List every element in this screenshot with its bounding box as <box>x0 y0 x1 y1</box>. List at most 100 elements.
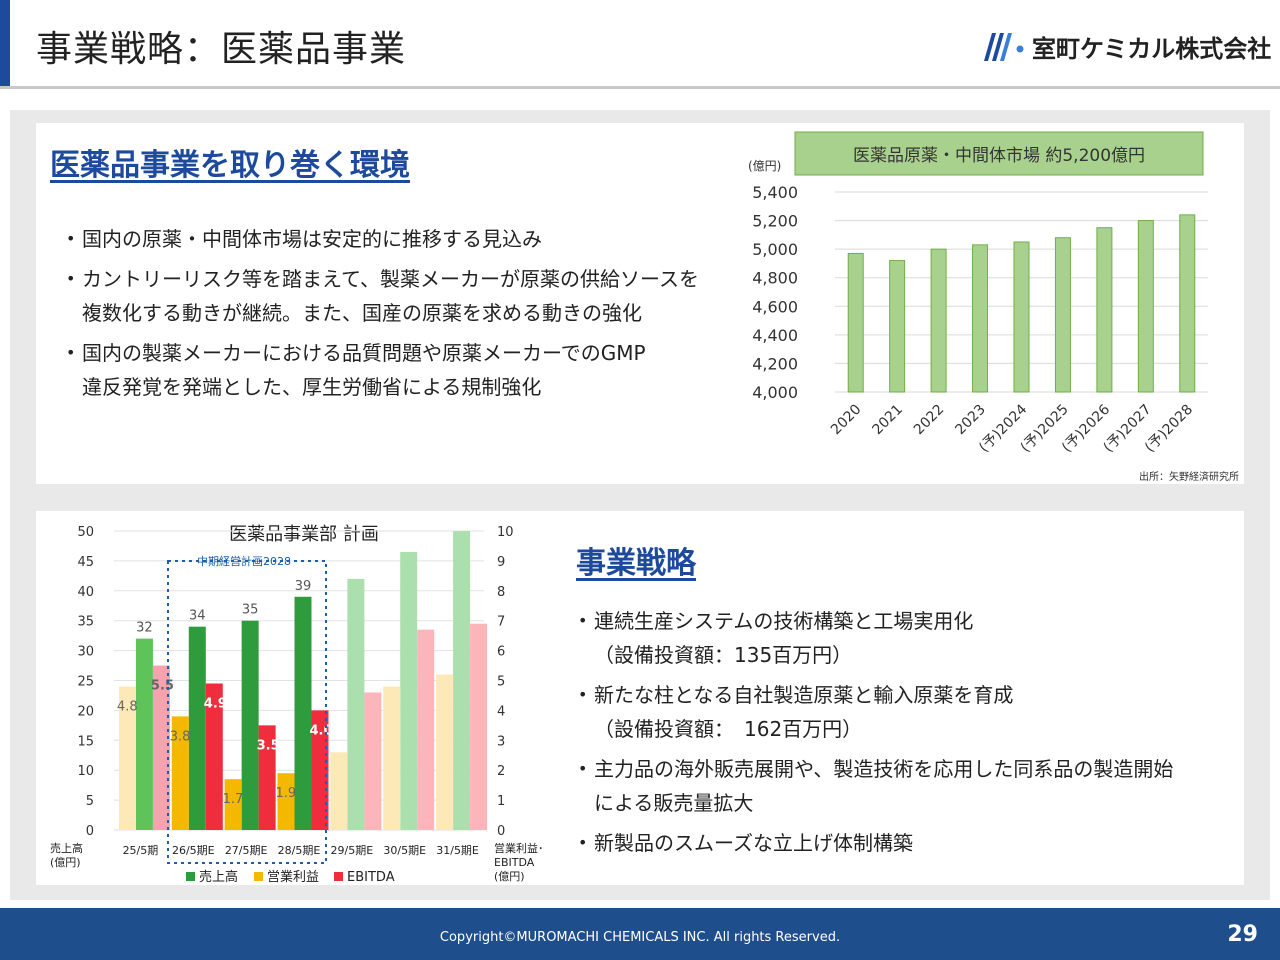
bullet-text: 新製品のスムーズな立上げ体制構築 <box>594 831 913 855</box>
page-number: 29 <box>1227 922 1258 947</box>
left-tick-label: 35 <box>77 615 94 630</box>
left-tick-label: 25 <box>77 675 94 690</box>
y-tick-label: 5,200 <box>752 212 798 231</box>
right-axis-unit: (億円) <box>494 870 525 883</box>
data-label: 4.9 <box>204 696 227 711</box>
y-tick-label: 5,000 <box>752 240 798 259</box>
left-tick-label: 5 <box>86 794 94 809</box>
header-accent-bar <box>0 0 10 88</box>
plan-bar-1 <box>118 686 136 830</box>
bullet-text-continued: 違反発覚を発端とした、厚生労働省による規制強化 <box>82 375 542 399</box>
market-bar <box>889 260 906 393</box>
market-bar <box>972 244 989 393</box>
right-tick-label: 5 <box>497 675 505 690</box>
market-bar <box>847 252 864 393</box>
bullet-text: カントリーリスク等を踏まえて、製薬メーカーが原薬の供給ソースを <box>82 267 699 291</box>
legend-label: EBITDA <box>347 870 395 885</box>
x-tick-label: 26/5期E <box>172 844 215 857</box>
market-bar <box>1179 214 1196 393</box>
copyright-text: Copyright©MUROMACHI CHEMICALS INC. All r… <box>439 930 841 945</box>
plan-chart-title: 医薬品事業部 計画 <box>229 524 379 545</box>
left-tick-label: 45 <box>77 555 94 570</box>
data-label: 1.7 <box>223 792 244 807</box>
environment-bullet-list: 国内の原薬・中間体市場は安定的に推移する見込み カントリーリスク等を踏まえて、製… <box>66 222 706 410</box>
company-name: 室町ケミカル株式会社 <box>1032 34 1272 63</box>
plan-bar-0 <box>135 638 153 830</box>
strategy-bullet: 連続生産システムの技術構築と工場実用化 （設備投資額：135百万円） <box>578 604 1238 672</box>
left-tick-label: 15 <box>77 734 94 749</box>
strategy-heading: 事業戦略 <box>576 546 696 581</box>
plan-bar-0 <box>400 551 418 830</box>
plan-bar-0 <box>453 531 471 830</box>
plan-bar-0 <box>188 626 206 830</box>
data-label: 39 <box>295 579 312 594</box>
left-tick-label: 30 <box>77 645 94 660</box>
plan-bar-0 <box>241 620 259 830</box>
right-tick-label: 7 <box>497 615 505 630</box>
right-tick-label: 0 <box>497 824 505 839</box>
right-tick-label: 4 <box>497 704 505 719</box>
plan-bar-1 <box>383 686 401 830</box>
data-label: 5.5 <box>151 679 174 694</box>
data-label: 35 <box>242 603 259 618</box>
right-tick-label: 2 <box>497 764 505 779</box>
market-bar <box>930 248 947 393</box>
market-bar <box>1013 241 1030 393</box>
market-bar <box>1137 220 1154 393</box>
y-tick-label: 4,000 <box>752 383 798 402</box>
y-tick-label: 4,400 <box>752 326 798 345</box>
market-chart-bars <box>847 214 1196 393</box>
strategy-bullet: 新たな柱となる自社製造原薬と輸入原薬を育成 （設備投資額： 162百万円） <box>578 678 1238 746</box>
market-chart-title: 医薬品原薬・中間体市場 約5,200億円 <box>853 146 1145 166</box>
left-tick-label: 10 <box>77 764 94 779</box>
plan-bar-2 <box>205 683 223 830</box>
market-bar <box>1096 227 1113 393</box>
company-logo-icon <box>984 33 1024 61</box>
market-chart-source: 出所：矢野経済研究所 <box>1139 470 1239 483</box>
mid-term-plan-box <box>167 560 327 864</box>
slide-header: 事業戦略：医薬品事業 室町ケミカル株式会社 <box>0 0 1280 89</box>
market-bar <box>1054 237 1071 393</box>
bullet-text: 新たな柱となる自社製造原薬と輸入原薬を育成 <box>594 683 1014 707</box>
mid-term-plan-label: 中期経営計画2028 <box>197 554 291 568</box>
plan-chart-x-ticks: 25/5期 26/5期E 27/5期E 28/5期E 29/5期E 30/5期E 31/5期… <box>123 844 479 857</box>
strategy-bullet: 新製品のスムーズな立上げ体制構築 <box>578 826 1238 860</box>
bullet-text-continued: （設備投資額：135百万円） <box>594 643 853 667</box>
x-tick-label: 29/5期E <box>331 844 374 857</box>
page-title: 事業戦略：医薬品事業 <box>36 29 407 70</box>
right-axis-label-ebitda: EBITDA <box>494 856 535 869</box>
right-tick-label: 8 <box>497 585 505 600</box>
bullet-text-continued: による販売量拡大 <box>594 791 754 815</box>
x-tick-label: 27/5期E <box>225 844 268 857</box>
market-chart-y-unit: (億円) <box>748 159 781 173</box>
right-axis-label: 営業利益･ <box>494 841 544 855</box>
plan-bar-2 <box>364 692 382 830</box>
plan-bar-1 <box>436 674 454 830</box>
bullet-text: 連続生産システムの技術構築と工場実用化 <box>594 609 974 633</box>
strategy-bullet: 主力品の海外販売展開や、製造技術を応用した同系品の製造開始 による販売量拡大 <box>578 752 1238 820</box>
y-tick-label: 4,200 <box>752 354 798 373</box>
header-divider <box>0 86 1280 89</box>
legend-swatch <box>186 872 195 881</box>
company-logo: 室町ケミカル株式会社 <box>982 26 1271 66</box>
data-label: 32 <box>136 621 153 636</box>
left-tick-label: 0 <box>86 824 94 839</box>
right-tick-label: 3 <box>497 734 505 749</box>
x-tick-label: 2023 <box>952 402 989 439</box>
bullet-text-continued: （設備投資額： 162百万円） <box>594 717 863 741</box>
left-tick-label: 40 <box>77 585 94 600</box>
legend-label: 営業利益 <box>267 869 319 885</box>
y-tick-label: 5,400 <box>752 183 798 202</box>
data-label: 3.8 <box>170 729 191 744</box>
left-axis-label: 売上高 <box>50 841 83 855</box>
bullet-text: 国内の原薬・中間体市場は安定的に推移する見込み <box>82 227 542 251</box>
plan-chart-right-ticks: 0 1 2 3 4 5 6 7 8 9 10 <box>497 525 514 839</box>
right-tick-label: 10 <box>497 525 514 540</box>
plan-bar-1 <box>277 773 295 830</box>
x-tick-label: 2020 <box>828 402 865 439</box>
plan-bar-2 <box>152 665 170 830</box>
data-label: 3.5 <box>257 738 280 753</box>
market-chart-x-ticks: 2020 2021 2022 2023(予)2024(予)2025(予)2026(予)… <box>828 401 1196 455</box>
market-chart-y-ticks: 4,000 4,200 4,400 4,600 4,800 5,000 5,200 5,400 <box>752 183 798 402</box>
